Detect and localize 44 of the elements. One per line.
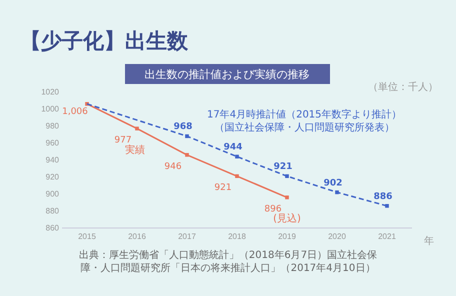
- point: [185, 134, 189, 138]
- y-tick-label: 980: [46, 122, 60, 131]
- text: 17年4月時推計値（2015年数字より推計）: [207, 108, 402, 120]
- annotation: (見込): [273, 212, 301, 224]
- y-tick-label: 880: [46, 206, 60, 216]
- annotation: （単位：千人）: [368, 81, 438, 93]
- source-note: 出典：厚生労働省「人口動態統計」（2018年6月7日）国立社会保障・人口問題研究所「日本の将来推計人口」（2017年4月10日）: [78, 249, 378, 274]
- y-tick-label: 1020: [41, 88, 60, 97]
- annotation: （国立社会保障・人口問題研究所発表）: [214, 122, 394, 134]
- point: [285, 174, 289, 178]
- x-tick-label: 2015: [78, 232, 96, 241]
- x-tick-label: 2020: [328, 232, 346, 241]
- y-tick-label: 960: [46, 138, 60, 148]
- x-tick-label: 2017: [178, 232, 196, 241]
- point: [135, 126, 139, 130]
- data-label: 968: [174, 122, 192, 132]
- point: [285, 196, 289, 200]
- x-tick-label: 2021: [378, 232, 396, 241]
- data-label: 944: [224, 142, 242, 153]
- point: [235, 154, 239, 158]
- data-label: 977: [114, 136, 132, 146]
- x-tick-label: 2016: [128, 232, 146, 241]
- point: [235, 174, 239, 178]
- point: [185, 153, 189, 157]
- chart-subtitle: 出生数の推計値および実績の推移: [144, 68, 310, 81]
- point: [335, 190, 339, 194]
- data-label: 896: [264, 204, 282, 214]
- y-tick-label: 1000: [41, 104, 60, 114]
- data-label: 921: [214, 183, 232, 194]
- data-label: 886: [374, 192, 392, 202]
- data-label: 946: [164, 162, 182, 172]
- y-tick-label: 900: [46, 190, 60, 199]
- series-label: 実績: [125, 144, 145, 156]
- data-label: 921: [274, 162, 292, 172]
- data-label: 1,006: [62, 106, 88, 117]
- y-tick-label: 860: [46, 224, 60, 233]
- x-axis-title: 年: [424, 235, 434, 247]
- chart-title: 【少子化】出生数: [20, 29, 189, 53]
- point: [385, 204, 389, 208]
- x-tick-label: 2019: [278, 232, 296, 241]
- y-tick-label: 920: [46, 172, 60, 182]
- y-tick-label: 940: [46, 156, 60, 165]
- x-tick-label: 2018: [228, 232, 246, 241]
- data-label: 902: [324, 178, 342, 188]
